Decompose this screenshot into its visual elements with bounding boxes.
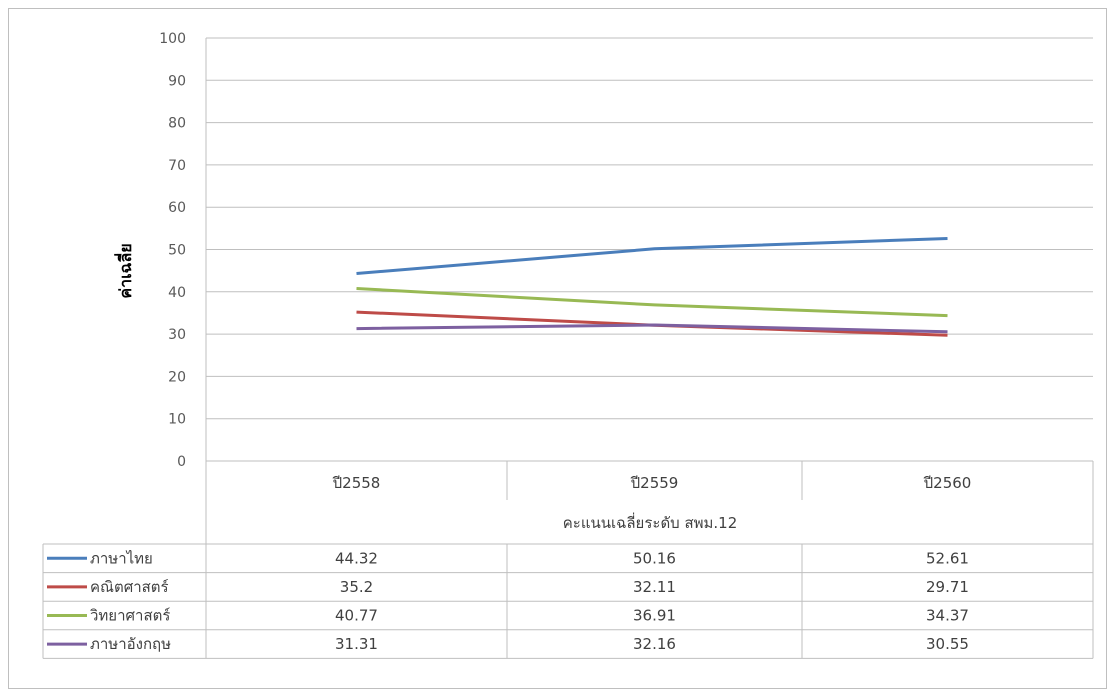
series-line	[356, 323, 948, 334]
series-line	[356, 287, 948, 318]
legend-label: คณิตศาสตร์	[90, 578, 169, 596]
x-category-label: ปี2560	[923, 474, 972, 492]
y-tick-label: 60	[168, 200, 186, 216]
data-value-cell: 32.16	[633, 635, 676, 653]
series-line	[356, 237, 948, 275]
y-tick-label: 0	[177, 454, 186, 470]
data-value-cell: 31.31	[335, 635, 378, 653]
data-value-cell: 29.71	[926, 578, 969, 596]
y-tick-label: 100	[159, 31, 186, 47]
legend-label: ภาษาอังกฤษ	[90, 635, 171, 653]
y-tick-label: 20	[168, 369, 186, 385]
y-tick-label: 10	[168, 412, 186, 428]
y-tick-label: 70	[168, 158, 186, 174]
x-axis-title: คะแนนเฉลี่ยระดับ สพม.12	[563, 512, 738, 532]
y-tick-label: 50	[168, 243, 186, 259]
data-value-cell: 50.16	[633, 549, 676, 567]
data-value-cell: 35.2	[340, 578, 373, 596]
y-tick-label: 40	[168, 285, 186, 301]
data-value-cell: 36.91	[633, 607, 676, 625]
y-tick-label: 80	[168, 116, 186, 132]
y-tick-label: 30	[168, 327, 186, 343]
legend-label: ภาษาไทย	[90, 549, 153, 567]
legend-label: วิทยาศาสตร์	[89, 607, 170, 625]
x-category-label: ปี2558	[332, 474, 381, 492]
x-category-label: ปี2559	[630, 474, 679, 492]
y-axis-title: ค่าเฉลี่ย	[114, 243, 135, 298]
data-value-cell: 44.32	[335, 549, 378, 567]
chart-frame	[8, 8, 1107, 689]
data-value-cell: 40.77	[335, 607, 378, 625]
y-tick-label: 90	[168, 73, 186, 89]
data-value-cell: 32.11	[633, 578, 676, 596]
data-value-cell: 34.37	[926, 607, 969, 625]
data-value-cell: 52.61	[926, 549, 969, 567]
data-value-cell: 30.55	[926, 635, 969, 653]
